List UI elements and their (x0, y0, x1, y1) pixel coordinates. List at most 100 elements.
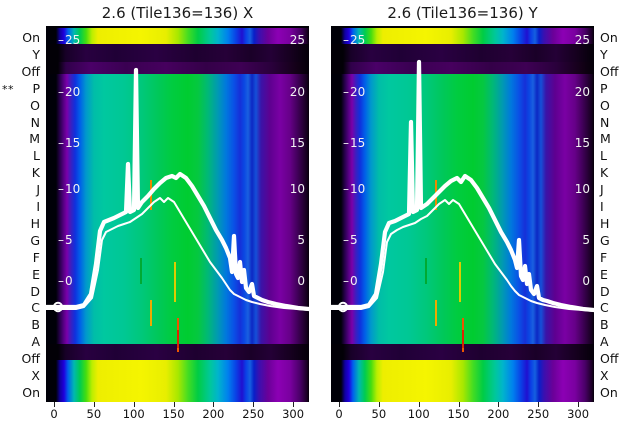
x-tick-label-200: 200 (487, 407, 510, 421)
category-label-right-p-3: P (600, 80, 608, 96)
x-tick-mark-200 (498, 402, 500, 407)
y-tick-label-20: –20 (58, 85, 81, 99)
y-tick-label-0: –0 (58, 274, 73, 288)
category-label-left-b-17: B (31, 317, 40, 333)
y-tick-label-15: 15 (574, 136, 590, 150)
category-label-left-g-12: G (30, 232, 40, 248)
x-tick-mark-0 (54, 402, 55, 407)
category-label-right-on-0: On (600, 30, 618, 45)
x-tick-label-300: 300 (282, 407, 305, 421)
category-axis-left: On Y Off P ** O N M L K J I H G F E D C B A Off X On (0, 26, 46, 402)
category-label-right-e-14: E (600, 266, 608, 282)
panel-x[interactable]: –0 0 –5 5 –10 10 –15 15 –20 20 –25 25 (46, 26, 309, 402)
heatmap-band-top-strip-0 (46, 28, 309, 44)
x-axis-panel-x: 0 50 100 150 200 250 300 (46, 402, 309, 440)
y-tick-dash-icon: – (343, 182, 349, 196)
heatmap-streak-0 (150, 180, 152, 210)
category-label-left-c-16: C (31, 300, 40, 316)
y-tick-label-15: –15 (343, 136, 366, 150)
heatmap-streak-5 (140, 258, 142, 284)
heatmap-streak-2 (459, 262, 461, 302)
heatmap-streak-4 (462, 330, 464, 348)
category-marker-star: ** (2, 82, 14, 96)
x-tick-label-0: 0 (335, 407, 343, 421)
category-label-left-k-8: K (31, 165, 40, 181)
category-label-right-l-7: L (600, 148, 607, 164)
x-tick-mark-200 (213, 402, 215, 407)
y-tick-label-0: 0 (297, 274, 305, 288)
y-tick-label-25: –25 (343, 33, 366, 47)
panel-title-x: 2.6 (Tile136=136) X (101, 4, 254, 22)
x-tick-mark-300 (293, 402, 295, 407)
heatmap-band-bottom-strip-5 (331, 360, 594, 402)
heatmap-streak-4 (177, 330, 179, 348)
x-tick-label-250: 250 (527, 407, 550, 421)
x-tick-mark-100 (418, 402, 420, 407)
category-label-left-i-10: I (36, 199, 40, 214)
x-tick-mark-250 (253, 402, 255, 407)
y-tick-dash-icon: – (58, 274, 64, 288)
y-tick-label-5: –5 (343, 233, 358, 247)
x-tick-label-150: 150 (162, 407, 185, 421)
x-tick-mark-0 (339, 402, 340, 407)
category-label-right-i-10: I (600, 199, 604, 214)
category-label-left-off-2: Off (21, 63, 40, 79)
heatmap-streak-1 (150, 300, 152, 326)
heatmap-band-thin-strip-2 (331, 62, 594, 74)
category-axis-right: On Y Off P O N M L K J I H G F E D C B A Off X On (594, 26, 640, 402)
heatmap-band-thin-strip-2 (46, 62, 309, 74)
category-label-left-j-9: J (36, 182, 40, 198)
y-tick-dash-icon: – (343, 233, 349, 247)
heatmap-band-bottom-strip-5 (46, 360, 309, 402)
category-label-right-off-2: Off (600, 63, 619, 79)
category-label-right-b-17: B (600, 317, 609, 333)
y-tick-dash-icon: – (58, 33, 64, 47)
x-tick-label-150: 150 (447, 407, 470, 421)
category-label-right-h-11: H (600, 215, 610, 231)
heatmap-streak-0 (435, 180, 437, 210)
category-label-left-e-14: E (32, 266, 40, 282)
panel-y[interactable]: –0 0 –5 5 –10 10 –15 15 –20 20 –25 25 (331, 26, 594, 402)
category-label-right-d-15: D (600, 283, 610, 299)
y-tick-dash-icon: – (343, 85, 349, 99)
y-tick-dash-icon: – (343, 33, 349, 47)
category-label-left-p-3: P (32, 80, 40, 96)
y-tick-label-10: 10 (574, 182, 590, 196)
category-label-right-k-8: K (600, 165, 609, 181)
y-tick-label-10: 10 (289, 182, 305, 196)
category-label-left-m-6: M (29, 131, 40, 147)
heatmap-streak-5 (425, 258, 427, 284)
category-label-right-g-12: G (600, 232, 610, 248)
heatmap-band-gap-dark-4 (46, 344, 309, 360)
category-label-left-f-13: F (32, 249, 40, 265)
x-tick-label-200: 200 (202, 407, 225, 421)
y-tick-label-15: 15 (289, 136, 305, 150)
heatmap-band-gap-dark-1 (46, 44, 309, 62)
y-tick-label-5: 5 (582, 233, 590, 247)
x-tick-mark-150 (173, 402, 175, 407)
category-label-left-d-15: D (30, 283, 40, 299)
y-tick-dash-icon: – (58, 85, 64, 99)
heatmap-y[interactable]: –0 0 –5 5 –10 10 –15 15 –20 20 –25 25 (331, 26, 594, 402)
heatmap-band-gap-dark-4 (331, 344, 594, 360)
y-tick-dash-icon: – (58, 233, 64, 247)
y-tick-label-0: 0 (582, 274, 590, 288)
category-label-left-l-7: L (33, 148, 40, 164)
category-label-left-x-20: X (31, 368, 40, 383)
x-tick-mark-50 (378, 402, 380, 407)
y-tick-label-10: –10 (343, 182, 366, 196)
y-tick-label-5: –5 (58, 233, 73, 247)
y-tick-label-20: 20 (289, 85, 305, 99)
x-tick-label-50: 50 (86, 407, 102, 421)
y-tick-dash-icon: – (343, 274, 349, 288)
heatmap-band-main-body-3 (331, 74, 594, 344)
category-label-right-x-20: X (600, 368, 609, 383)
heatmap-x[interactable]: –0 0 –5 5 –10 10 –15 15 –20 20 –25 25 (46, 26, 309, 402)
x-axis-panel-y: 0 50 100 150 200 250 300 (331, 402, 594, 440)
heatmap-band-gap-dark-1 (331, 44, 594, 62)
panel-title-y: 2.6 (Tile136=136) Y (387, 4, 538, 22)
category-label-right-c-16: C (600, 300, 609, 316)
x-tick-label-0: 0 (50, 407, 58, 421)
category-label-left-h-11: H (30, 215, 40, 231)
